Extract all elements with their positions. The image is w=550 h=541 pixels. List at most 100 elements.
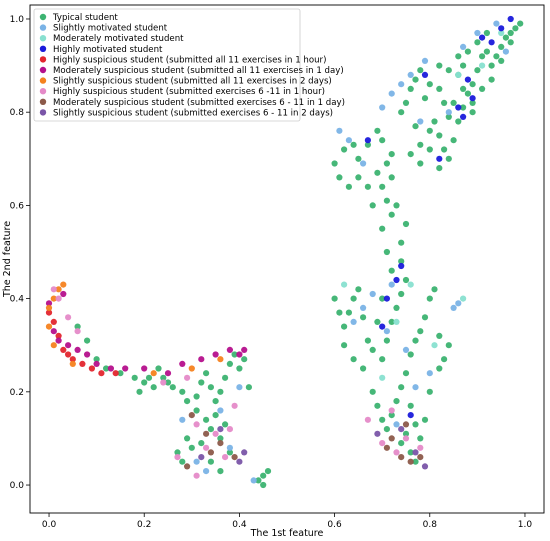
data-point [207,426,214,433]
legend-entry: Moderately suspicious student (submitted… [53,98,345,108]
data-point [383,337,390,344]
data-point [374,318,381,325]
data-point [426,388,433,395]
data-point [426,81,433,88]
data-point [241,449,248,456]
x-axis-label: The 1st feature [250,528,324,539]
data-point [407,351,414,358]
data-point [74,323,81,330]
data-point [193,458,200,465]
data-point [402,99,410,106]
data-point [241,356,248,363]
data-point [231,454,238,461]
data-point [369,202,376,209]
data-point [222,374,229,381]
data-point [455,300,462,307]
data-point [388,211,395,218]
data-point [341,323,348,330]
data-point [388,151,395,158]
data-point [379,183,386,190]
data-point [331,295,338,302]
data-point [131,374,138,381]
data-point [421,57,429,64]
data-point [407,402,414,409]
data-point [450,99,457,106]
data-point [212,412,219,419]
data-point [203,370,210,377]
data-point [350,141,357,148]
data-point [379,356,386,363]
data-point [84,337,91,344]
legend-entry: Moderately suspicious student (submitted… [53,66,344,76]
data-point [241,346,248,353]
data-point [45,300,53,307]
data-point [45,304,53,311]
data-point [393,449,400,456]
data-point [360,160,367,167]
data-point [355,174,362,181]
data-point [479,34,486,41]
data-point [421,463,429,470]
data-point [379,295,386,302]
legend-box [33,8,301,122]
data-point [136,388,143,395]
data-point [226,360,233,367]
data-point [184,463,191,470]
data-point [379,416,386,423]
data-point [374,169,381,176]
data-point [426,127,433,134]
data-point [464,90,471,97]
data-point [236,365,243,372]
data-point [488,62,495,69]
data-point [398,109,405,116]
data-point [93,360,100,367]
data-point [460,62,467,69]
data-point [383,295,390,302]
data-point [450,304,457,311]
data-point [350,356,357,363]
data-point [369,388,376,395]
data-point [455,71,462,78]
points-layer [45,15,524,489]
series-1 [179,20,509,484]
data-point [393,202,400,209]
legend-entry: Moderately motivated student [53,34,184,44]
data-point [364,137,371,144]
data-point [398,426,405,433]
data-point [179,388,186,395]
data-point [417,160,424,167]
data-point [65,351,72,358]
legend-marker [39,109,47,116]
data-point [388,318,395,325]
data-point [69,360,76,367]
data-point [445,342,452,349]
legend-entry: Highly suspicious student (submitted exe… [53,87,325,97]
data-point [412,384,419,391]
data-point [421,95,429,102]
data-point [374,430,381,437]
data-point [374,402,381,409]
data-point [398,384,405,391]
data-point [412,123,419,130]
data-point [388,267,395,274]
data-point [207,449,214,456]
data-point [179,416,186,423]
legend-entry: Slightly suspicious student (submitted a… [53,77,332,87]
data-point [360,365,367,372]
data-point [55,332,62,339]
data-point [393,276,400,284]
series-6 [45,281,224,377]
data-point [412,421,419,428]
legend-marker [39,66,47,74]
data-point [203,416,210,423]
data-point [350,318,357,325]
data-point [479,62,486,69]
data-point [341,146,348,153]
data-point [264,468,272,475]
data-point [350,295,357,302]
data-point [412,76,419,83]
data-point [469,99,476,106]
data-point [55,286,62,293]
data-point [364,416,371,423]
data-point [65,342,72,349]
